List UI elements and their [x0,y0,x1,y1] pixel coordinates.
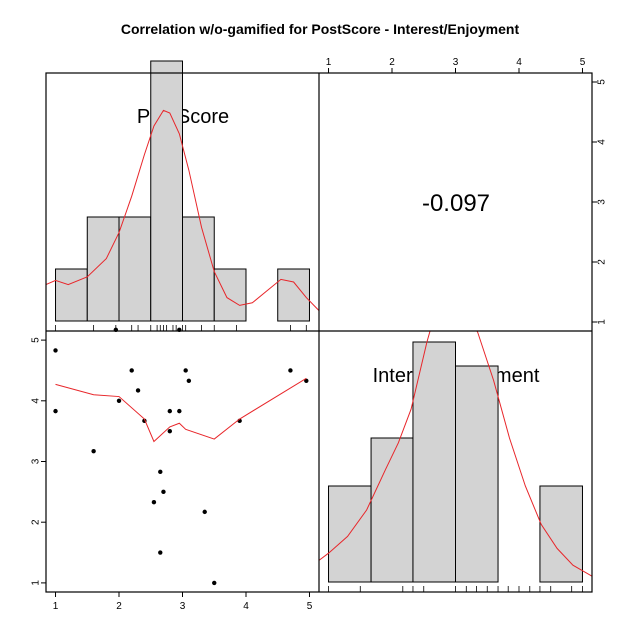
right-axis-label: 2 [597,259,608,265]
interest-bar [539,485,583,583]
top-axis-label: 3 [453,57,459,68]
scatter-point [177,408,182,414]
scatter-point [202,509,207,515]
axes: 1 2 3 4 5 1 2 3 4 5 1 2 3 4 5 1 2 3 4 5 [31,57,608,612]
scatter-point [186,378,192,383]
scatter-point [161,489,166,495]
left-axis-label: 1 [31,580,42,586]
right-axis-label: 3 [597,199,608,205]
interest-bar [412,341,457,583]
interest-bar [455,365,499,583]
right-axis-label: 1 [597,319,608,325]
scatter-point [158,469,163,475]
scatter-point [167,408,173,414]
postscore-bar [55,268,88,322]
postscore-bar [86,216,120,322]
interest-bar [328,485,372,583]
scatter-point [53,348,58,353]
right-axis-label: 4 [597,139,608,145]
interest-density-curve [319,331,592,577]
postscore-bar [150,60,183,322]
panel-scatter [53,327,309,586]
scatter-point [151,499,157,505]
left-axis-label: 2 [31,519,42,525]
bottom-axis-label: 4 [243,601,249,612]
right-axis-label: 5 [597,79,608,85]
left-axis-label: 5 [31,337,42,343]
bottom-axis-label: 1 [53,601,59,612]
top-axis-label: 5 [580,57,586,68]
chart-title: Correlation w/o-gamified for PostScore -… [121,21,520,37]
panel-postscore-histogram: PostScore [46,60,319,331]
scatter-point [183,368,188,373]
scatter-point [116,398,122,404]
scatter-point [53,408,58,414]
postscore-density-curve [46,109,319,311]
interest-bars [328,341,583,583]
scatter-points [53,327,309,586]
panel-interest-histogram: Interest/Enjoyment [319,331,592,592]
top-axis-label: 2 [389,57,395,68]
postscore-bar [213,268,247,322]
scatter-point [167,428,173,434]
panel-correlation: -0.097 [422,190,490,217]
top-axis-label: 4 [516,57,522,68]
postscore-bars [55,60,310,322]
postscore-rug [55,325,307,331]
bottom-axis-label: 3 [180,601,186,612]
scatter-point [212,580,217,586]
left-axis-label: 4 [31,398,42,404]
scatter-point [304,378,309,383]
scatter-point [158,550,163,555]
left-axis-label: 3 [31,458,42,464]
postscore-bar [118,216,152,322]
interest-rug [328,586,583,592]
interest-bar [370,437,414,583]
loess-line [55,377,307,443]
scatter-point [288,368,293,373]
bottom-axis-label: 2 [116,601,122,612]
bottom-axis-label: 5 [307,601,313,612]
top-axis-label: 1 [326,57,332,68]
postscore-bar [182,216,215,322]
scatter-point [135,388,141,393]
scatter-point [129,368,134,373]
correlation-value: -0.097 [422,190,490,217]
scatter-point [91,448,96,454]
